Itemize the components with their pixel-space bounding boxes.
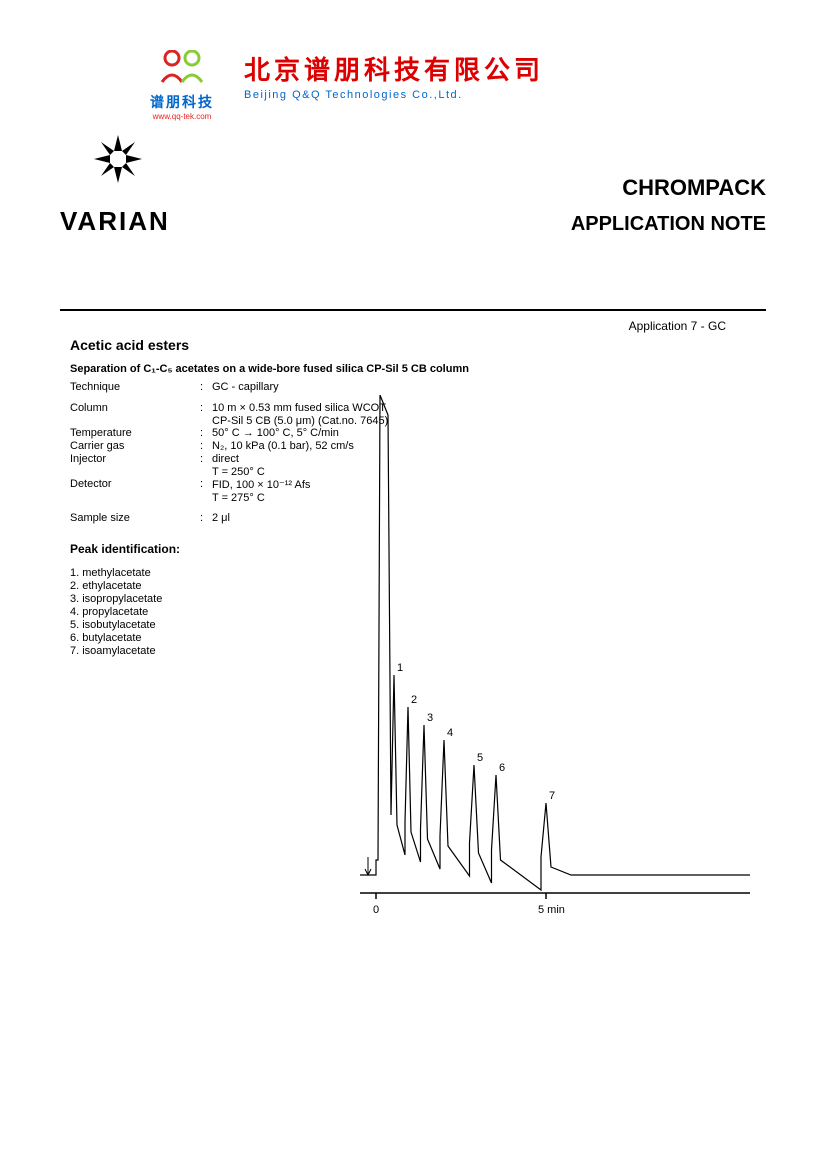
company-cn: 北京谱朋科技有限公司 [244, 50, 544, 87]
qq-tek-logo: 谱朋科技 www.qq-tek.com [150, 50, 214, 121]
chrompack-title: CHROMPACK [571, 175, 766, 201]
param-label: Column [70, 402, 200, 414]
svg-text:1: 1 [397, 662, 403, 674]
appnote-title: APPLICATION NOTE [571, 213, 766, 236]
company-block: 北京谱朋科技有限公司 Beijing Q&Q Technologies Co.,… [244, 50, 544, 101]
divider [60, 309, 766, 311]
param-label: Temperature [70, 427, 200, 439]
param-label: Detector [70, 478, 200, 491]
svg-text:4: 4 [447, 727, 453, 739]
param-label: Carrier gas [70, 440, 200, 452]
svg-text:6: 6 [499, 762, 505, 774]
svg-text:0: 0 [373, 904, 379, 916]
svg-text:7: 7 [549, 790, 555, 802]
svg-text:5: 5 [477, 752, 483, 764]
svg-text:5 min: 5 min [538, 904, 565, 916]
company-en: Beijing Q&Q Technologies Co.,Ltd. [244, 89, 544, 101]
person-icon [178, 50, 206, 92]
svg-text:2: 2 [411, 694, 417, 706]
param-label: Technique [70, 381, 200, 393]
qq-cn-text: 谱朋科技 [150, 92, 214, 112]
param-label: Injector [70, 453, 200, 465]
param-label: Sample size [70, 512, 200, 524]
doc-subtitle: Separation of C₁-C₅ acetates on a wide-b… [70, 363, 766, 375]
application-label: Application 7 - GC [60, 319, 726, 333]
doc-title: Acetic acid esters [70, 337, 766, 353]
qq-url-text: www.qq-tek.com [153, 112, 212, 121]
param-value: GC - capillary [212, 381, 766, 393]
chromatogram-chart: 123456705 min [350, 395, 770, 925]
svg-text:3: 3 [427, 712, 433, 724]
